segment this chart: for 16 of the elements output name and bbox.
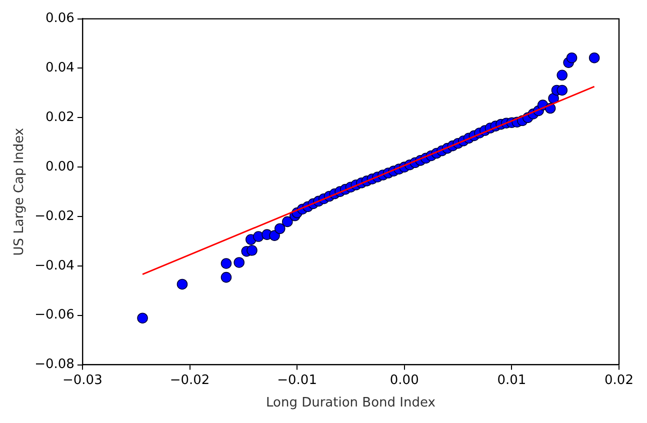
- y-tick-label: 0.04: [45, 60, 74, 76]
- x-tick-label: −0.01: [277, 372, 317, 388]
- y-tick-label: −0.04: [34, 258, 74, 274]
- x-tick-label: −0.03: [62, 372, 102, 388]
- x-tick-label: 0.00: [390, 372, 419, 388]
- x-axis-title: Long Duration Bond Index: [266, 396, 436, 411]
- y-tick-label: −0.02: [34, 208, 74, 224]
- y-tick-label: −0.08: [34, 357, 74, 372]
- x-tick-label: −0.02: [170, 372, 210, 388]
- y-tick-label: 0.02: [45, 110, 74, 126]
- y-axis-title: US Large Cap Index: [12, 128, 28, 256]
- x-tick-label: 0.01: [497, 372, 526, 388]
- y-tick-label: 0.06: [45, 11, 74, 26]
- y-tick-label: 0.00: [45, 159, 74, 174]
- y-tick-label: −0.06: [34, 308, 74, 323]
- x-tick-label: 0.02: [604, 372, 634, 388]
